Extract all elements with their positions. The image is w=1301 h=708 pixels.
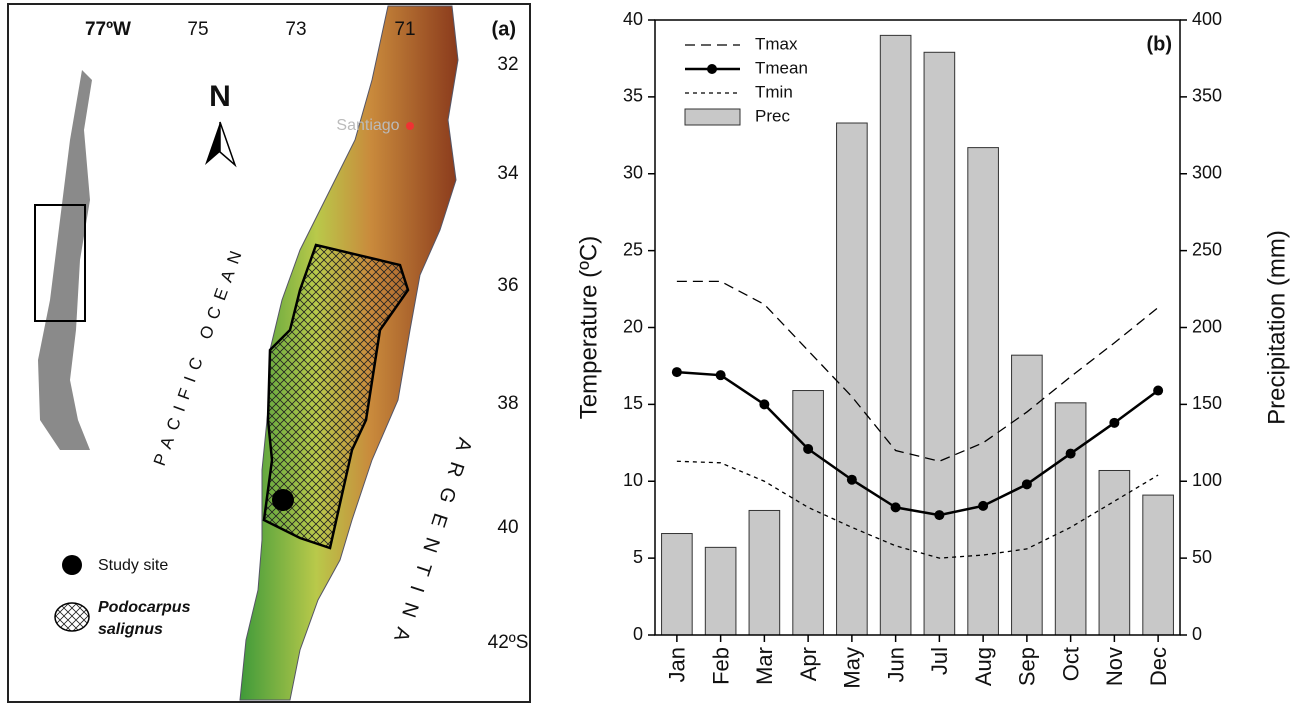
bar: [1143, 495, 1174, 635]
x-tick-label: Apr: [796, 647, 821, 681]
chart-panel: 0510152025303540050100150200250300350400…: [575, 9, 1290, 689]
y2-tick-label: 0: [1192, 624, 1202, 644]
x-tick-label: Mar: [752, 647, 777, 685]
legend-label: Tmin: [755, 82, 793, 101]
x-tick-label: May: [840, 647, 865, 689]
bar: [880, 35, 911, 635]
legend-species: Podocarpus: [98, 599, 191, 616]
y2-tick-label: 150: [1192, 393, 1222, 413]
y2-tick-label: 350: [1192, 86, 1222, 106]
legend-label: Prec: [755, 106, 790, 125]
y-tick-label: 35: [623, 86, 643, 106]
marker: [1153, 386, 1163, 396]
marker: [1022, 479, 1032, 489]
lat-label: 38: [497, 393, 518, 414]
panel-label: (b): [1146, 33, 1172, 55]
x-tick-label: Dec: [1146, 647, 1171, 686]
y-tick-label: 15: [623, 393, 643, 413]
bar: [749, 510, 780, 635]
map-panel: N Santiago PACIFIC OCEAN ARGENTINA (a) S…: [8, 4, 530, 702]
north-label: N: [209, 80, 231, 113]
x-tick-label: Jan: [665, 647, 690, 682]
marker: [891, 502, 901, 512]
legend-species-marker: [55, 603, 89, 631]
legend-site: Study site: [98, 557, 168, 574]
y2-tick-label: 300: [1192, 163, 1222, 183]
lat-label: 32: [497, 54, 518, 75]
y2-axis-label: Precipitation (mm): [1263, 230, 1290, 425]
x-tick-label: Nov: [1102, 647, 1127, 686]
marker: [1109, 418, 1119, 428]
lon-label: 71: [394, 19, 415, 40]
lon-label: 75: [187, 19, 208, 40]
legend-species: salignus: [98, 621, 163, 638]
legend-label: Tmean: [755, 58, 808, 77]
lat-label: 36: [497, 275, 518, 296]
legend-label: Tmax: [755, 34, 798, 53]
y-tick-label: 5: [633, 547, 643, 567]
marker: [803, 444, 813, 454]
marker: [978, 501, 988, 511]
bar: [1055, 403, 1086, 635]
bar: [1012, 355, 1043, 635]
legend-swatch: [685, 109, 740, 125]
bar: [968, 148, 999, 635]
bar: [662, 534, 693, 635]
study-site: [272, 489, 294, 511]
y-tick-label: 10: [623, 470, 643, 490]
x-tick-label: Aug: [971, 647, 996, 686]
y-axis-label: Temperature (ºC): [575, 236, 602, 419]
y2-tick-label: 100: [1192, 470, 1222, 490]
city-dot: [406, 122, 414, 130]
legend-marker: [707, 64, 717, 74]
x-tick-label: Feb: [708, 647, 733, 685]
x-tick-label: Oct: [1058, 647, 1083, 681]
y-tick-label: 20: [623, 316, 643, 336]
bar: [924, 52, 955, 635]
x-tick-label: Sep: [1015, 647, 1040, 686]
y2-tick-label: 50: [1192, 547, 1212, 567]
marker: [1066, 449, 1076, 459]
marker: [672, 367, 682, 377]
bar: [705, 547, 736, 635]
marker: [759, 399, 769, 409]
figure: N Santiago PACIFIC OCEAN ARGENTINA (a) S…: [0, 0, 1301, 708]
lat-label: 42ºS: [488, 632, 529, 653]
legend-site-marker: [62, 555, 82, 575]
y-tick-label: 40: [623, 9, 643, 29]
y-tick-label: 30: [623, 163, 643, 183]
y-tick-label: 25: [623, 239, 643, 259]
y2-tick-label: 250: [1192, 239, 1222, 259]
panel-label: (a): [492, 18, 516, 40]
x-tick-label: Jul: [927, 647, 952, 675]
city-label: Santiago: [336, 117, 399, 134]
y2-tick-label: 200: [1192, 316, 1222, 336]
marker: [934, 510, 944, 520]
lat-label: 34: [497, 163, 519, 184]
y2-tick-label: 400: [1192, 9, 1222, 29]
y-tick-label: 0: [633, 624, 643, 644]
x-tick-label: Jun: [883, 647, 908, 682]
lon-label: 73: [285, 19, 306, 40]
bar: [837, 123, 868, 635]
lon-label: 77ºW: [85, 19, 131, 40]
lat-label: 40: [497, 517, 518, 538]
marker: [716, 370, 726, 380]
marker: [847, 475, 857, 485]
